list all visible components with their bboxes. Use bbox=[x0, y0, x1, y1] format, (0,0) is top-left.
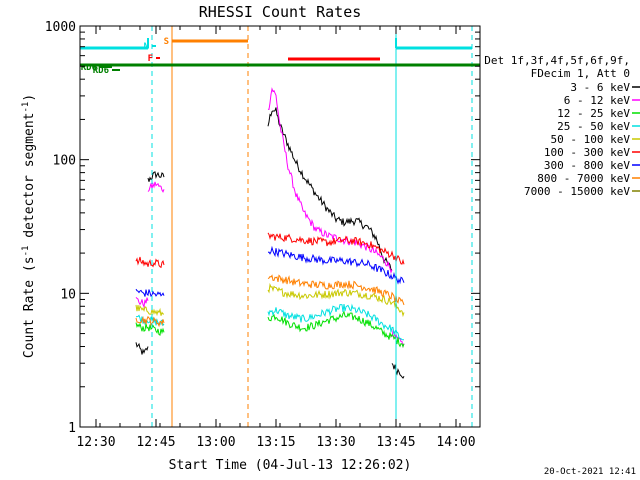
series-1-segment-2 bbox=[147, 171, 165, 182]
series-5-segment-1 bbox=[135, 304, 164, 317]
series-7-segment-1 bbox=[135, 288, 165, 297]
chart-title: RHESSI Count Rates bbox=[199, 3, 362, 21]
series-6 bbox=[135, 232, 405, 269]
series-3-segment-1 bbox=[135, 322, 165, 336]
legend-entry-6: 100 - 300 keV bbox=[544, 146, 630, 159]
timestamp: 20-Oct-2021 12:41 bbox=[544, 467, 636, 477]
x-tick-label-3: 13:00 bbox=[196, 435, 235, 450]
series-3 bbox=[135, 310, 405, 348]
status-bar-label-5: F bbox=[148, 54, 153, 64]
legend-entry-8: 800 - 7000 keV bbox=[537, 172, 630, 185]
series-8-segment-2 bbox=[267, 274, 405, 306]
legend-entry-1: 3 - 6 keV bbox=[570, 81, 630, 94]
series-1-segment-3 bbox=[267, 107, 393, 271]
series-3-segment-2 bbox=[267, 310, 405, 348]
x-tick-label-7: 14:00 bbox=[436, 435, 475, 450]
legend-entry-2: 6 - 12 keV bbox=[564, 94, 631, 107]
series-8-segment-1 bbox=[135, 315, 165, 328]
x-tick-label-6: 13:45 bbox=[376, 435, 415, 450]
series-4-segment-2 bbox=[267, 303, 404, 341]
legend: Det 1f,3f,4f,5f,6f,9f, FDecim 1, Att 0 3… bbox=[484, 54, 640, 198]
y-tick-label-1: 1 bbox=[68, 421, 76, 436]
x-axis-label: Start Time (04-Jul-13 12:26:02) bbox=[169, 458, 412, 473]
series-7 bbox=[135, 245, 405, 297]
y-tick-label-4: 1000 bbox=[45, 20, 76, 35]
series-7-segment-2 bbox=[267, 245, 405, 285]
series-8 bbox=[135, 274, 405, 328]
status-bar-label-4: N bbox=[144, 42, 149, 52]
y-axis-label: Count Rate (s-1 detector segment-1) bbox=[21, 94, 37, 358]
y-tick-label-2: 10 bbox=[60, 287, 76, 302]
series-1 bbox=[135, 107, 405, 379]
legend-header-line-2: FDecim 1, Att 0 bbox=[531, 67, 630, 80]
series-1-segment-1 bbox=[135, 342, 149, 355]
status-bar-label-7: RD0 bbox=[81, 63, 97, 73]
x-tick-label-4: 13:15 bbox=[256, 435, 295, 450]
legend-entry-9: 7000 - 15000 keV bbox=[524, 185, 630, 198]
series-1-segment-4 bbox=[391, 363, 405, 379]
y-tick-label-3: 100 bbox=[53, 154, 76, 169]
x-tick-label-5: 13:30 bbox=[316, 435, 355, 450]
series-6-segment-1 bbox=[135, 256, 165, 269]
legend-entry-4: 25 - 50 keV bbox=[557, 120, 630, 133]
series-5-segment-2 bbox=[267, 282, 405, 318]
legend-entry-3: 12 - 25 keV bbox=[557, 107, 630, 120]
x-tick-label-2: 12:45 bbox=[136, 435, 175, 450]
series-2-segment-3 bbox=[267, 87, 393, 275]
x-tick-label-1: 12:30 bbox=[76, 435, 115, 450]
status-bar-label-8: RD6 bbox=[93, 66, 109, 76]
axis-ticks: 12:30 12:45 13:00 13:15 13:30 13:45 14:00 1 10 10… bbox=[45, 20, 481, 450]
series-2-segment-1 bbox=[135, 296, 149, 309]
series-5 bbox=[135, 282, 405, 318]
status-bar-label-3: S bbox=[164, 37, 169, 47]
legend-entry-7: 300 - 800 keV bbox=[544, 159, 630, 172]
series-layer bbox=[135, 87, 405, 379]
series-2-segment-2 bbox=[147, 181, 165, 193]
legend-entry-5: 50 - 100 keV bbox=[551, 133, 631, 146]
legend-header-line-1: Det 1f,3f,4f,5f,6f,9f, bbox=[484, 54, 630, 67]
series-6-segment-2 bbox=[267, 232, 405, 265]
